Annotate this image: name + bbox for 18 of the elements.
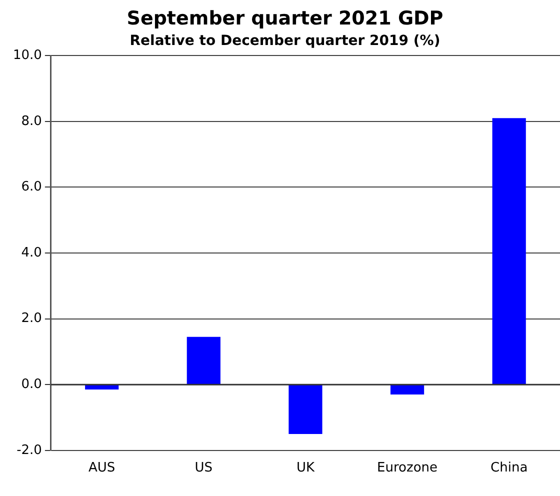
bar	[390, 385, 424, 394]
x-tick-label: Eurozone	[377, 460, 438, 476]
x-tick-label: China	[490, 460, 528, 476]
bar	[492, 118, 526, 384]
y-tick-label: 6.0	[21, 180, 42, 195]
bar	[186, 336, 220, 384]
x-tick-label: UK	[296, 460, 315, 476]
y-tick-label: 10.0	[12, 48, 42, 63]
bar	[288, 385, 322, 434]
y-tick-label: 8.0	[21, 114, 42, 129]
y-tick-label: 2.0	[21, 311, 42, 326]
y-tick-label: 0.0	[21, 376, 42, 392]
y-tick-label: 4.0	[21, 245, 42, 260]
chart-title: September quarter 2021 GDP	[126, 7, 444, 30]
chart-subtitle: Relative to December quarter 2019 (%)	[130, 32, 440, 49]
x-tick-label: AUS	[88, 460, 116, 476]
y-tick-label: -2.0	[16, 442, 42, 458]
x-tick-label: US	[194, 460, 213, 476]
